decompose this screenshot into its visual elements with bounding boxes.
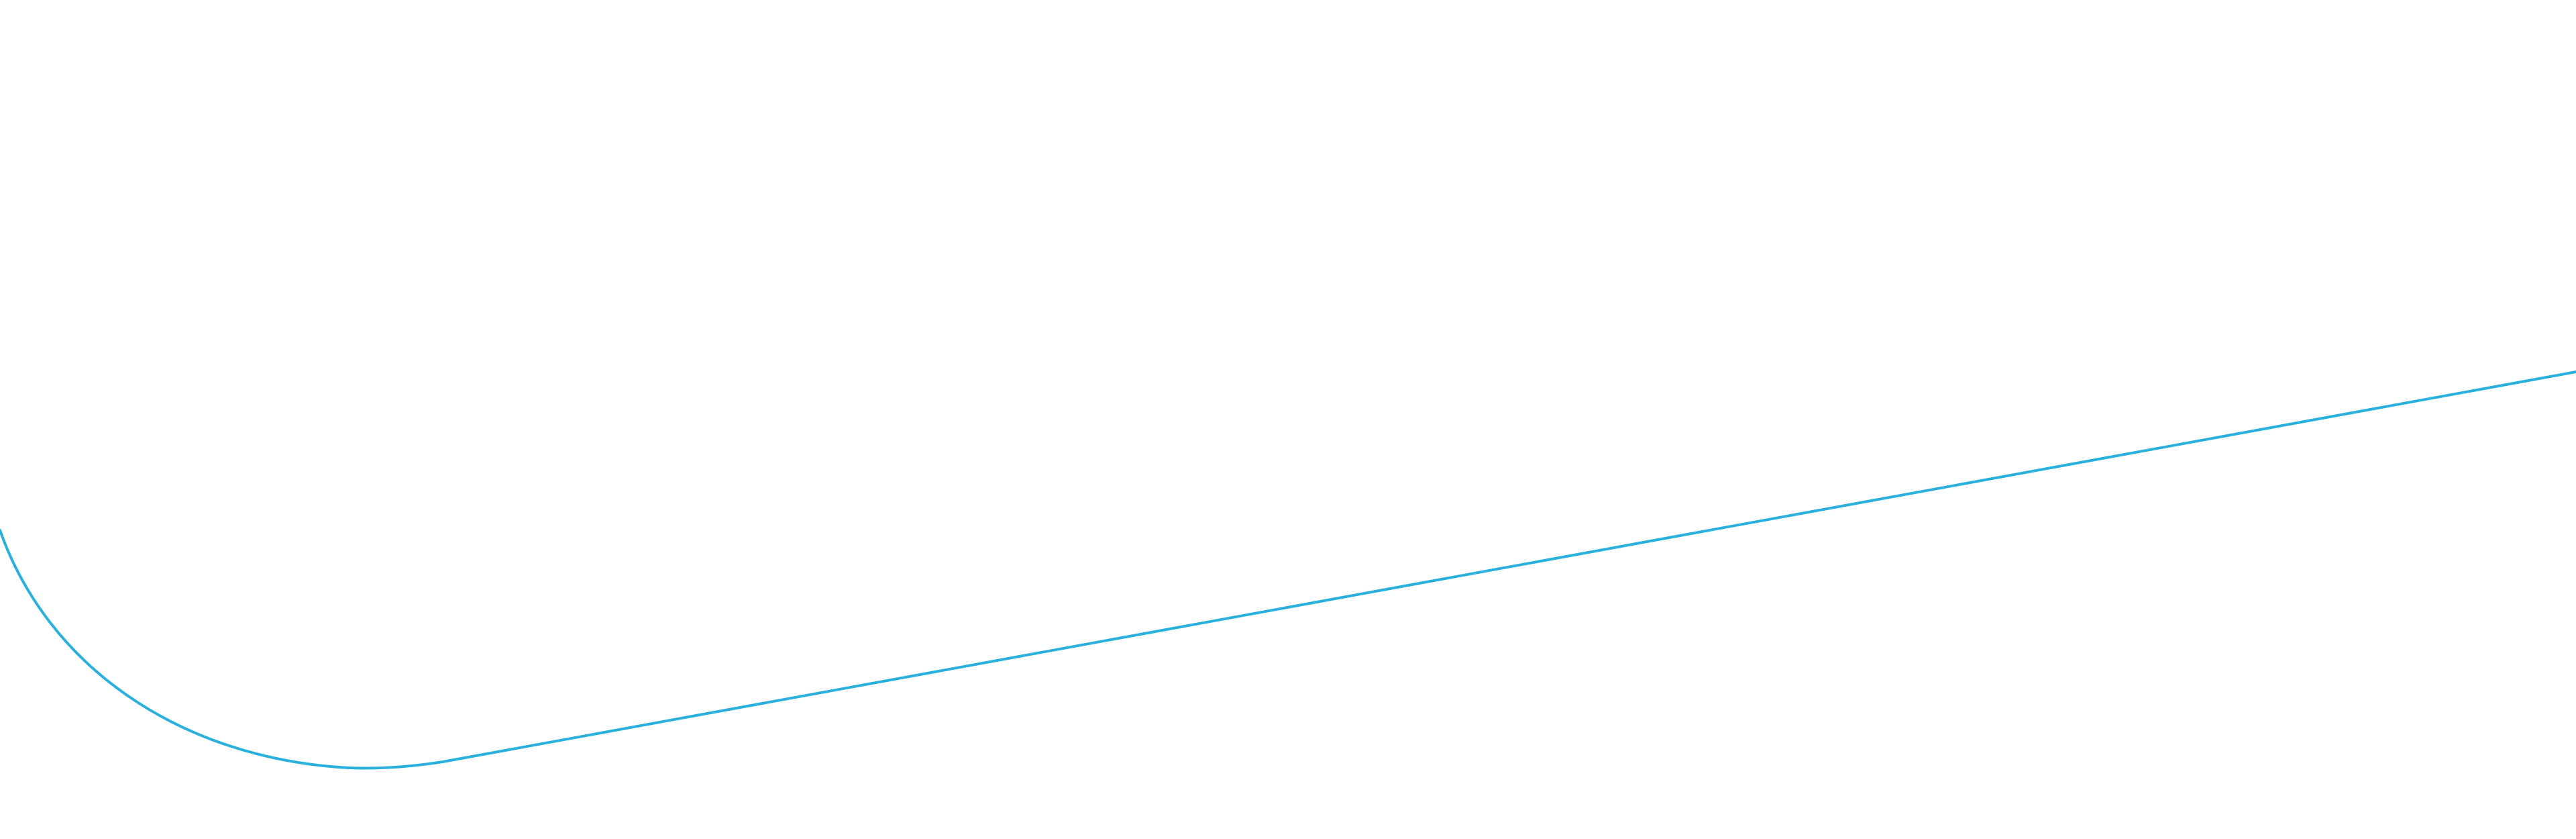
decorative-outline-curve <box>0 371 2576 770</box>
